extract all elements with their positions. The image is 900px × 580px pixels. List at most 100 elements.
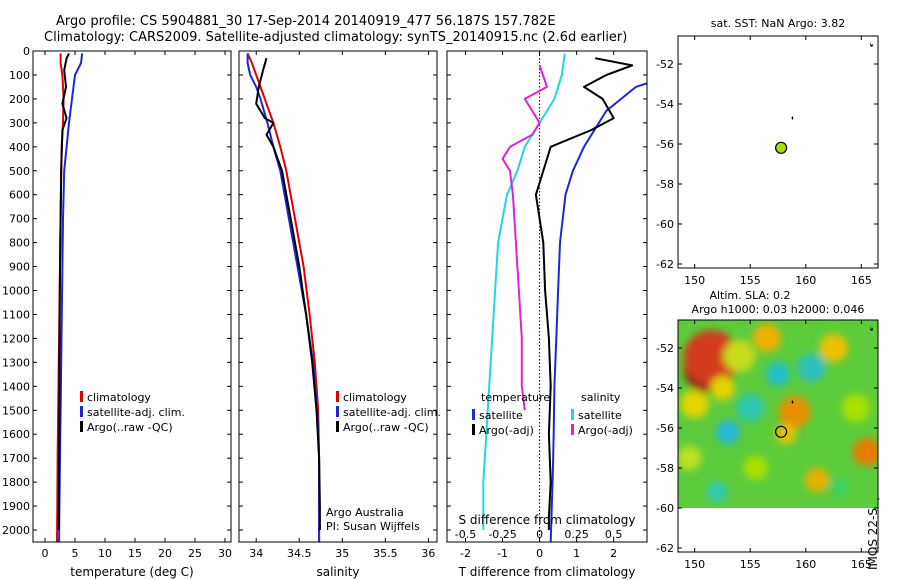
s-diff-tick-label: 0 <box>536 528 543 541</box>
legend-title-temperature: temperature <box>481 391 550 404</box>
salinity-xtick-label: 34 <box>249 547 263 560</box>
differences-series-1 <box>534 57 634 530</box>
temperature-xtick-label: 0 <box>42 547 49 560</box>
sst_map-ytick-label: -56 <box>656 138 674 151</box>
float-position-marker <box>775 141 788 154</box>
temperature-series-2 <box>57 52 70 530</box>
ytick-label: 1000 <box>2 285 30 298</box>
sla-anomaly <box>797 354 826 382</box>
salinity-series-2 <box>255 57 321 530</box>
salinity-xlabel: salinity <box>316 565 359 579</box>
ytick-label: 1600 <box>2 428 30 441</box>
sla_map-ytick-label: -52 <box>656 342 674 355</box>
legend-swatch <box>472 409 475 420</box>
sla-anomaly <box>736 394 765 422</box>
float-position-marker <box>775 425 788 438</box>
legend-swatch <box>571 424 574 435</box>
sla_map-ytick-label: -62 <box>656 542 674 555</box>
sla_map-xtick-label: 150 <box>684 558 705 571</box>
ytick-label: 1100 <box>2 308 30 321</box>
ytick-label: 800 <box>9 237 30 250</box>
legend-swatch <box>80 421 83 432</box>
sla-anomaly <box>829 478 850 498</box>
temperature-xtick-label: 25 <box>188 547 202 560</box>
salinity-frame <box>238 50 438 543</box>
ytick-label: 200 <box>9 93 30 106</box>
differences-xlabel: T difference from climatology <box>458 565 636 579</box>
sla-anomaly <box>710 376 735 400</box>
differences-series-2 <box>482 53 566 530</box>
sla-anomaly <box>852 438 878 466</box>
ytick-label: 1500 <box>2 404 30 417</box>
temperature-xlabel: temperature (deg C) <box>70 565 193 579</box>
legend-label: Argo(..raw -QC) <box>343 421 429 434</box>
salinity-panel: 34 34.5 35 35.5 36 salinity climatology satelli… <box>238 50 441 579</box>
legend-label: satellite-adj. clim. <box>343 406 441 419</box>
temperature-xtick-label: 10 <box>98 547 112 560</box>
sst_map-ytick-label: -58 <box>656 178 674 191</box>
salinity-xtick-label: 34.5 <box>287 547 312 560</box>
sla_map-ytick-label: -60 <box>656 502 674 515</box>
ytick-label: 0 <box>23 45 30 58</box>
legend-swatch <box>336 406 339 417</box>
sla_map-xtick-label: 160 <box>795 558 816 571</box>
sla-anomaly <box>680 390 709 418</box>
sla-anomaly <box>841 394 870 422</box>
island-icon <box>870 42 874 47</box>
ytick-label: 1200 <box>2 332 30 345</box>
legend-label: climatology <box>343 391 407 404</box>
sla_map-ytick-label: -54 <box>656 382 674 395</box>
legend-label: Argo(-adj) <box>578 424 633 437</box>
sst_map-xtick-label: 160 <box>795 274 816 287</box>
sst_map-ytick-label: -54 <box>656 98 674 111</box>
sst_map-frame <box>677 35 879 269</box>
ytick-label: 400 <box>9 141 30 154</box>
ytick-label: 900 <box>9 261 30 274</box>
salinity-xtick-label: 36 <box>421 547 435 560</box>
island-icon <box>870 326 874 331</box>
differences-frame <box>446 50 648 543</box>
legend-label: climatology <box>87 391 151 404</box>
sla-anomaly <box>766 362 790 386</box>
ytick-label: 700 <box>9 213 30 226</box>
sst_map-ytick-label: -60 <box>656 218 674 231</box>
legend-label: satellite <box>479 409 523 422</box>
sla-field <box>678 320 878 508</box>
s-diff-tick-label: -0.25 <box>488 528 516 541</box>
sst_map-xtick-label: 155 <box>740 274 761 287</box>
legend-swatch <box>336 391 339 402</box>
argo-annotation: PI: Susan Wijffels <box>326 520 420 533</box>
salinity-xtick-label: 35.5 <box>373 547 398 560</box>
differences-xtick-label: 2 <box>610 547 617 560</box>
sla_map-xtick-label: 165 <box>851 558 872 571</box>
sst_map-panel: sat. SST: NaN Argo: 3.82 150 155 160 165 -52 -… <box>656 17 879 287</box>
sst_map-xtick-label: 150 <box>684 274 705 287</box>
sst_map-ytick-label: -52 <box>656 58 674 71</box>
legend-title-salinity: salinity <box>581 391 621 404</box>
legend-label: satellite <box>578 409 622 422</box>
salinity-xtick-label: 35 <box>335 547 349 560</box>
sla-anomaly <box>778 396 811 428</box>
ytick-label: 1700 <box>2 452 30 465</box>
sla-anomaly <box>723 340 756 372</box>
sst_map-title: sat. SST: NaN Argo: 3.82 <box>711 17 845 30</box>
legend-swatch <box>336 421 339 432</box>
title-line1: Argo profile: CS 5904881_30 17-Sep-2014 … <box>56 14 556 29</box>
differences-series-0 <box>549 82 647 542</box>
ytick-label: 100 <box>9 69 30 82</box>
ytick-label: 1900 <box>2 500 30 513</box>
differences-xtick-label: 0 <box>536 547 543 560</box>
ytick-label: 1800 <box>2 476 30 489</box>
sla-anomaly <box>706 482 727 502</box>
differences-xtick-label: 1 <box>573 547 580 560</box>
sla_map-title-2: Argo h1000: 0.03 h2000: 0.046 <box>692 303 865 316</box>
ytick-label: 300 <box>9 117 30 130</box>
legend-label: satellite-adj. clim. <box>87 406 185 419</box>
salinity-series-0 <box>246 52 321 542</box>
sla_map-title-1: Altim. SLA: 0.2 <box>709 289 790 302</box>
legend-swatch <box>571 409 574 420</box>
sla_map-frame <box>677 319 879 553</box>
differences-xtick-label: -1 <box>497 547 508 560</box>
